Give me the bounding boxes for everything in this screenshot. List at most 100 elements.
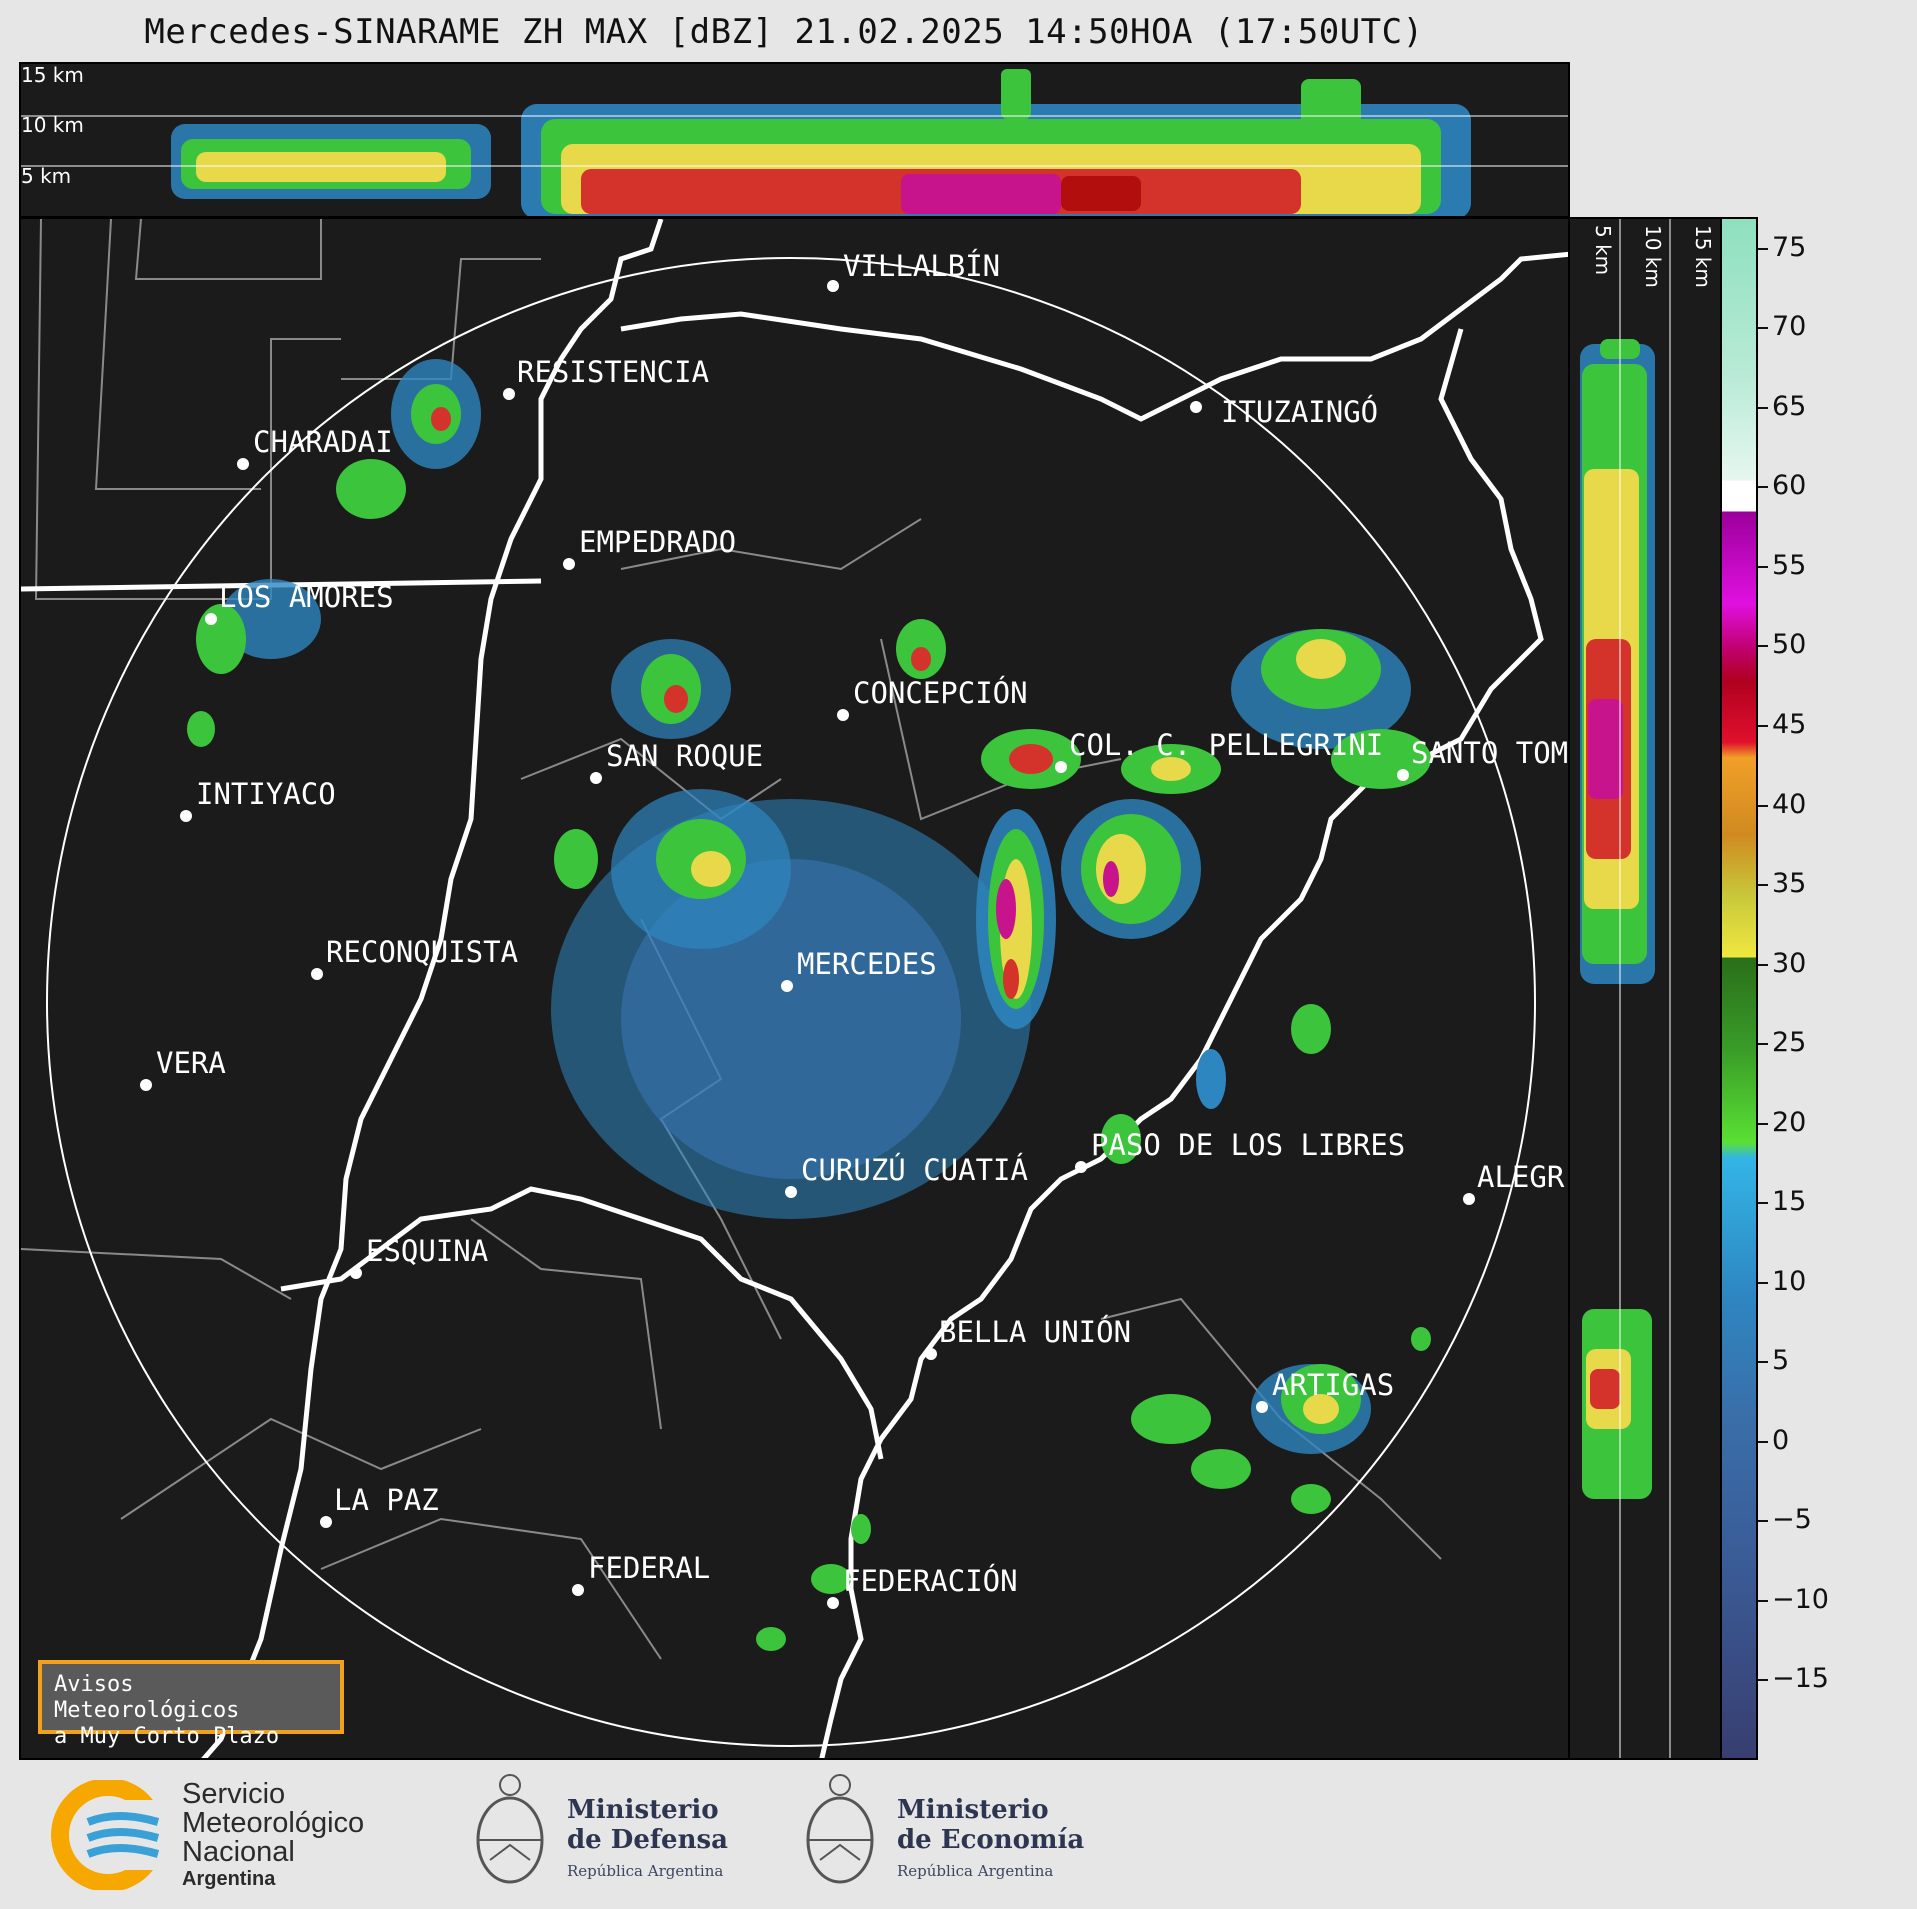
colorbar-tick [1758, 884, 1768, 887]
defensa-line-1: Ministerio [567, 1795, 719, 1825]
colorbar-tick-label: −15 [1772, 1663, 1829, 1695]
colorbar-tick [1758, 1202, 1768, 1205]
smn-line-1: Servicio [182, 1778, 286, 1810]
radar-range-ring [46, 257, 1536, 1747]
colorbar-tick-label: 35 [1772, 868, 1807, 900]
city-label-vera: VERA [156, 1046, 226, 1080]
colorbar-tick [1758, 645, 1768, 648]
city-label-villalbin: VILLALBÍN [843, 249, 1000, 283]
colorbar-tick-label: 5 [1772, 1345, 1790, 1377]
economia-coat-of-arms-icon [806, 1774, 874, 1884]
city-dot-paso-de-los-libres [1075, 1161, 1087, 1173]
smn-line-3: Nacional [182, 1836, 295, 1868]
colorbar-tick [1758, 725, 1768, 728]
city-dot-reconquista [311, 968, 323, 980]
map-title: Mercedes-SINARAME ZH MAX [dBZ] 21.02.202… [144, 12, 1424, 52]
city-dot-curuzu-cuatia [785, 1186, 797, 1198]
colorbar-tick-label: 70 [1772, 311, 1807, 343]
city-dot-esquina [350, 1267, 362, 1279]
smn-logo-icon [51, 1780, 178, 1890]
colorbar-tick [1758, 1281, 1768, 1284]
colorbar-tick [1758, 565, 1768, 568]
city-dot-concepcion [837, 709, 849, 721]
colorbar-tick [1758, 247, 1768, 250]
city-label-charadai: CHARADAI [253, 425, 393, 459]
colorbar-tick [1758, 1440, 1768, 1443]
city-dot-federal [572, 1584, 584, 1596]
colorbar-tick [1758, 406, 1768, 409]
colorbar-tick [1758, 327, 1768, 330]
economia-sub: República Argentina [897, 1862, 1054, 1880]
colorbar-tick [1758, 804, 1768, 807]
colorbar-tick-label: −10 [1772, 1583, 1829, 1615]
economia-logo-text: Ministerio de Economía [897, 1795, 1084, 1855]
city-dot-la-paz [320, 1516, 332, 1528]
colorbar-tick-label: 30 [1772, 947, 1807, 979]
colorbar-tick [1758, 1361, 1768, 1364]
colorbar-tick-label: 40 [1772, 788, 1807, 820]
colorbar-tick [1758, 1599, 1768, 1602]
city-dot-santo-tome [1397, 769, 1409, 781]
top-cross-section-plot: 15 km 10 km 5 km [21, 64, 1568, 216]
city-dot-alegrete [1463, 1193, 1475, 1205]
city-label-paso-de-los-libres: PASO DE LOS LIBRES [1091, 1128, 1405, 1162]
colorbar-tick-label: −5 [1772, 1504, 1812, 1536]
defensa-line-2: de Defensa [567, 1825, 728, 1855]
colorbar-tick [1758, 1043, 1768, 1046]
side-15km-label: 15 km [1691, 225, 1715, 288]
colorbar-tick-label: 0 [1772, 1424, 1790, 1456]
city-dot-vera [140, 1079, 152, 1091]
city-dot-san-roque [590, 772, 602, 784]
colorbar-tick [1758, 486, 1768, 489]
side-10km-label: 10 km [1641, 225, 1665, 288]
city-dot-empedrado [563, 558, 575, 570]
city-dot-bella-union [925, 1348, 937, 1360]
colorbar-tick-label: 20 [1772, 1106, 1807, 1138]
city-label-col-c-pellegrini: COL. C. PELLEGRINI [1069, 728, 1383, 762]
notice-box: Avisos Meteorológicos a Muy Corto Plazo [38, 1660, 344, 1749]
city-dot-federacion [827, 1597, 839, 1609]
notice-line-1: Avisos Meteorológicos [54, 1672, 240, 1723]
colorbar-tick [1758, 1122, 1768, 1125]
city-dot-col-c-pellegrini [1055, 761, 1067, 773]
radar-map-panel: VILLALBÍN RESISTENCIA CHARADAI ITUZAINGÓ… [19, 217, 1570, 1760]
economia-line-1: Ministerio [897, 1795, 1049, 1825]
colorbar-tick-label: 25 [1772, 1027, 1807, 1059]
colorbar-tick [1758, 1679, 1768, 1682]
top-echo-band [171, 69, 1471, 216]
colorbar-tick-label: 55 [1772, 549, 1807, 581]
reflectivity-echoes [187, 359, 1431, 1651]
city-label-curuzu-cuatia: CURUZÚ CUATIÁ [801, 1153, 1028, 1187]
city-dot-ituzaingo [1190, 401, 1202, 413]
side-cross-section-plot: 5 km 10 km 15 km [1580, 219, 1715, 1758]
city-label-intiyaco: INTIYACO [196, 777, 336, 811]
defensa-logo-text: Ministerio de Defensa [567, 1795, 728, 1855]
city-markers: VILLALBÍN RESISTENCIA CHARADAI ITUZAINGÓ… [140, 249, 1568, 1609]
city-label-bella-union: BELLA UNIÓN [939, 1315, 1131, 1349]
city-label-federacion: FEDERACIÓN [843, 1564, 1018, 1598]
logo-footer: Servicio Meteorológico Nacional Argentin… [0, 1760, 1917, 1909]
colorbar-tick-label: 50 [1772, 629, 1807, 661]
colorbar-tick [1758, 963, 1768, 966]
side-cross-section-panel: 5 km 10 km 15 km [1568, 217, 1722, 1760]
defensa-sub: República Argentina [567, 1862, 724, 1880]
city-label-san-roque: SAN ROQUE [606, 739, 763, 773]
city-label-artigas: ARTIGAS [1272, 1368, 1394, 1402]
city-dot-resistencia [503, 388, 515, 400]
colorbar-tick-label: 65 [1772, 390, 1807, 422]
colorbar-tick-label: 60 [1772, 470, 1807, 502]
smn-logo-text: Servicio Meteorológico Nacional Argentin… [182, 1780, 364, 1891]
city-dot-los-amores [205, 613, 217, 625]
city-dot-charadai [237, 458, 249, 470]
side-5km-label: 5 km [1591, 225, 1615, 275]
city-dot-villalbin [827, 280, 839, 292]
economia-line-2: de Economía [897, 1825, 1085, 1855]
city-label-santo-tome: SANTO TOM [1411, 736, 1568, 770]
dbz-colorbar [1720, 217, 1758, 1760]
city-label-resistencia: RESISTENCIA [517, 355, 709, 389]
top-15km-label: 15 km [21, 64, 84, 87]
smn-line-2: Meteorológico [182, 1807, 365, 1839]
city-label-ituzaingo: ITUZAINGÓ [1221, 395, 1378, 429]
city-label-esquina: ESQUINA [366, 1234, 488, 1268]
colorbar-tick-label: 10 [1772, 1265, 1807, 1297]
